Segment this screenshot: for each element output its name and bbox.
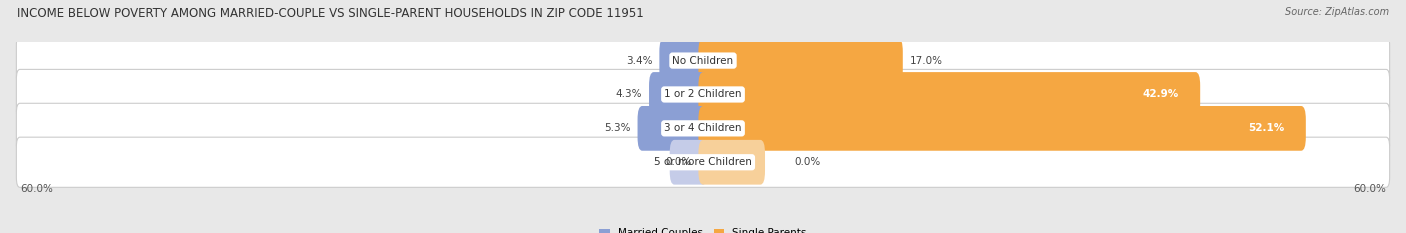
Text: 60.0%: 60.0% [1354, 184, 1386, 194]
Text: 4.3%: 4.3% [616, 89, 643, 99]
Text: No Children: No Children [672, 56, 734, 65]
Text: 52.1%: 52.1% [1247, 123, 1284, 133]
FancyBboxPatch shape [699, 38, 903, 83]
FancyBboxPatch shape [699, 140, 765, 185]
FancyBboxPatch shape [17, 69, 1389, 120]
Text: 1 or 2 Children: 1 or 2 Children [664, 89, 742, 99]
Text: 0.0%: 0.0% [794, 157, 821, 167]
FancyBboxPatch shape [17, 35, 1389, 86]
Text: 42.9%: 42.9% [1142, 89, 1178, 99]
Text: INCOME BELOW POVERTY AMONG MARRIED-COUPLE VS SINGLE-PARENT HOUSEHOLDS IN ZIP COD: INCOME BELOW POVERTY AMONG MARRIED-COUPL… [17, 7, 644, 20]
FancyBboxPatch shape [699, 72, 1201, 117]
FancyBboxPatch shape [659, 38, 707, 83]
FancyBboxPatch shape [17, 103, 1389, 154]
Text: Source: ZipAtlas.com: Source: ZipAtlas.com [1285, 7, 1389, 17]
FancyBboxPatch shape [17, 137, 1389, 187]
Text: 3.4%: 3.4% [626, 56, 652, 65]
Text: 17.0%: 17.0% [910, 56, 942, 65]
Text: 5.3%: 5.3% [605, 123, 631, 133]
Text: 5 or more Children: 5 or more Children [654, 157, 752, 167]
FancyBboxPatch shape [637, 106, 707, 151]
Text: 0.0%: 0.0% [665, 157, 692, 167]
FancyBboxPatch shape [669, 140, 707, 185]
FancyBboxPatch shape [699, 106, 1306, 151]
Legend: Married Couples, Single Parents: Married Couples, Single Parents [595, 224, 811, 233]
FancyBboxPatch shape [650, 72, 707, 117]
Text: 60.0%: 60.0% [20, 184, 52, 194]
Text: 3 or 4 Children: 3 or 4 Children [664, 123, 742, 133]
